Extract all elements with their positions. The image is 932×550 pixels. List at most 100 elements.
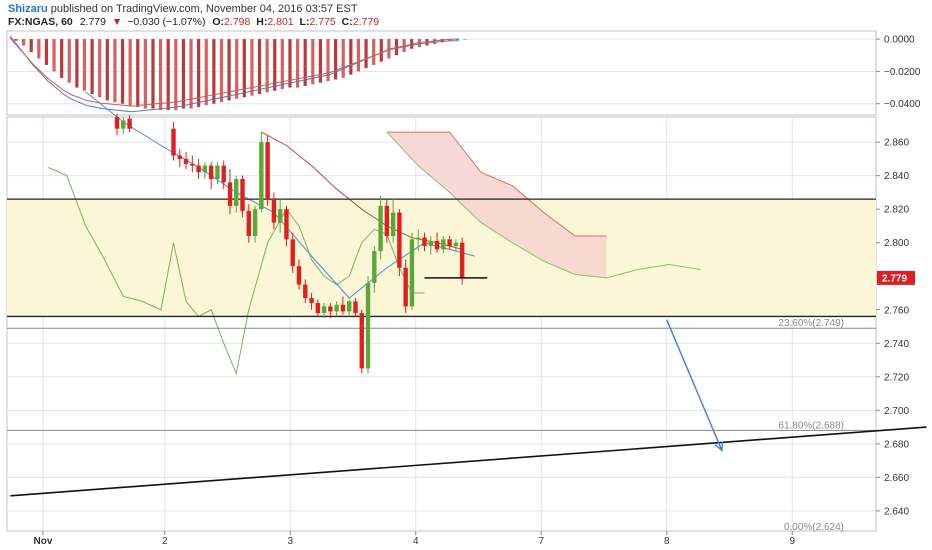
macd-line xyxy=(9,37,459,107)
price-tick-label: 2.720 xyxy=(884,372,909,383)
candle-body xyxy=(246,210,251,237)
current-price-tag[interactable] xyxy=(877,270,915,285)
candle-body xyxy=(397,212,402,268)
time-tick-label: 2 xyxy=(162,536,168,547)
price-tick-label: 2.860 xyxy=(884,138,909,149)
histogram-bar xyxy=(318,39,323,83)
candle-body xyxy=(303,284,308,299)
candle-body xyxy=(177,155,182,159)
price-tick-label: 2.820 xyxy=(884,205,909,216)
low-value: 2.775 xyxy=(309,16,335,28)
candle-body xyxy=(284,209,289,240)
senkou-b-line xyxy=(386,131,607,237)
candle-body xyxy=(240,179,245,211)
candle-body xyxy=(459,242,465,278)
histogram-bar xyxy=(379,39,383,62)
change-value: −0.030 (−1.07%) xyxy=(127,16,205,28)
candle-body xyxy=(347,301,352,312)
histogram-bar xyxy=(235,39,239,99)
candle-body xyxy=(353,301,358,314)
rising-trendline[interactable] xyxy=(10,426,927,497)
price-tick-label: 2.800 xyxy=(884,238,909,249)
histogram-bar xyxy=(113,39,117,103)
histogram-bar xyxy=(372,39,376,65)
histogram-bar xyxy=(341,39,345,78)
user-drawings[interactable] xyxy=(10,277,927,497)
histogram-bar xyxy=(22,39,26,46)
time-tick-label: 3 xyxy=(287,536,293,547)
candle-body xyxy=(309,298,314,304)
header-line-1: Shizaru published on TradingView.com, No… xyxy=(8,3,358,15)
horizontal-levels[interactable]: 23.60%(2.749) 61.80%(2.688) 0.00%(2.624) xyxy=(7,198,876,533)
histogram-bar xyxy=(387,39,391,59)
open-value: 2.798 xyxy=(224,16,250,28)
osc-tick-label: −0.0200 xyxy=(884,67,921,78)
histogram-bar xyxy=(265,39,269,93)
histogram-bar xyxy=(151,39,155,109)
histogram-bar xyxy=(440,39,444,43)
zone-fill xyxy=(7,199,876,317)
chikou-span-line xyxy=(47,166,425,376)
histogram-bar xyxy=(52,39,56,72)
osc-tick-label: 0.0000 xyxy=(884,35,915,46)
author-name[interactable]: Shizaru xyxy=(8,3,48,15)
candle-body xyxy=(428,241,433,247)
fib-level-label: 23.60%(2.749) xyxy=(778,318,844,329)
time-x-axis[interactable]: Nov 2 3 4 7 8 9 xyxy=(34,531,796,547)
close-label: C: xyxy=(342,16,353,28)
histogram-bar xyxy=(448,39,452,41)
current-price-label: 2.779 xyxy=(882,273,907,284)
symbol-label: FX:NGAS, 60 xyxy=(8,16,73,28)
candle-body xyxy=(315,303,321,314)
ichimoku-cloud xyxy=(386,131,701,279)
histogram-bar xyxy=(82,39,87,91)
cloud-fill xyxy=(386,132,607,278)
histogram-bar xyxy=(189,39,193,109)
histogram-bar xyxy=(280,39,284,90)
price-tick-label: 2.660 xyxy=(884,473,909,484)
candle-body xyxy=(227,182,233,206)
histogram-bar xyxy=(227,39,231,101)
candle-body xyxy=(234,179,239,206)
histogram-bar xyxy=(174,39,178,111)
candle-body xyxy=(403,267,408,307)
price-tick-label: 2.760 xyxy=(884,305,909,316)
histogram-bar xyxy=(219,39,224,103)
histogram-bar xyxy=(90,39,94,94)
candle-body xyxy=(334,304,339,312)
histogram-bar xyxy=(98,39,102,98)
candle-body xyxy=(441,239,446,250)
open-label: O: xyxy=(212,16,224,28)
histogram-bar xyxy=(432,39,437,44)
header-line-2: FX:NGAS, 60 2.779 ▼ −0.030 (−1.07%) O:2.… xyxy=(8,16,379,28)
senkou-a-line xyxy=(386,131,701,279)
histogram-bar xyxy=(166,39,170,111)
oscillator-y-axis[interactable]: 0.0000 −0.0200 −0.0400 xyxy=(876,35,921,111)
price-y-axis[interactable]: 2.8602.8402.8202.8002.7802.7602.7402.720… xyxy=(876,138,915,518)
candle-body xyxy=(202,165,208,173)
candle-body xyxy=(378,205,383,252)
candlesticks xyxy=(114,113,465,374)
candle-body xyxy=(208,165,214,180)
histogram-bar xyxy=(143,39,147,109)
histogram-bar xyxy=(364,39,368,69)
candle-body xyxy=(183,158,189,164)
candle-body xyxy=(372,251,377,283)
candle-body xyxy=(215,165,220,180)
close-value: 2.779 xyxy=(353,16,379,28)
price-panel[interactable]: 23.60%(2.749) 61.80%(2.688) 0.00%(2.624) 2… xyxy=(6,91,927,547)
time-tick-label: 7 xyxy=(538,536,544,547)
histogram-bar xyxy=(425,39,429,46)
candle-body xyxy=(447,239,452,247)
histogram-bar xyxy=(67,39,71,83)
histogram-bar xyxy=(288,39,292,88)
histogram-bar xyxy=(257,39,262,94)
forecast-arrow-shaft[interactable] xyxy=(666,319,723,451)
candle-body xyxy=(259,142,264,210)
oscillator-panel[interactable]: 0.0000 −0.0200 −0.0400 xyxy=(6,30,921,116)
histogram-bar xyxy=(242,39,246,98)
fib-level-label: 0.00%(2.624) xyxy=(784,522,844,533)
candle-body xyxy=(221,165,226,183)
histogram-bar xyxy=(303,39,307,86)
